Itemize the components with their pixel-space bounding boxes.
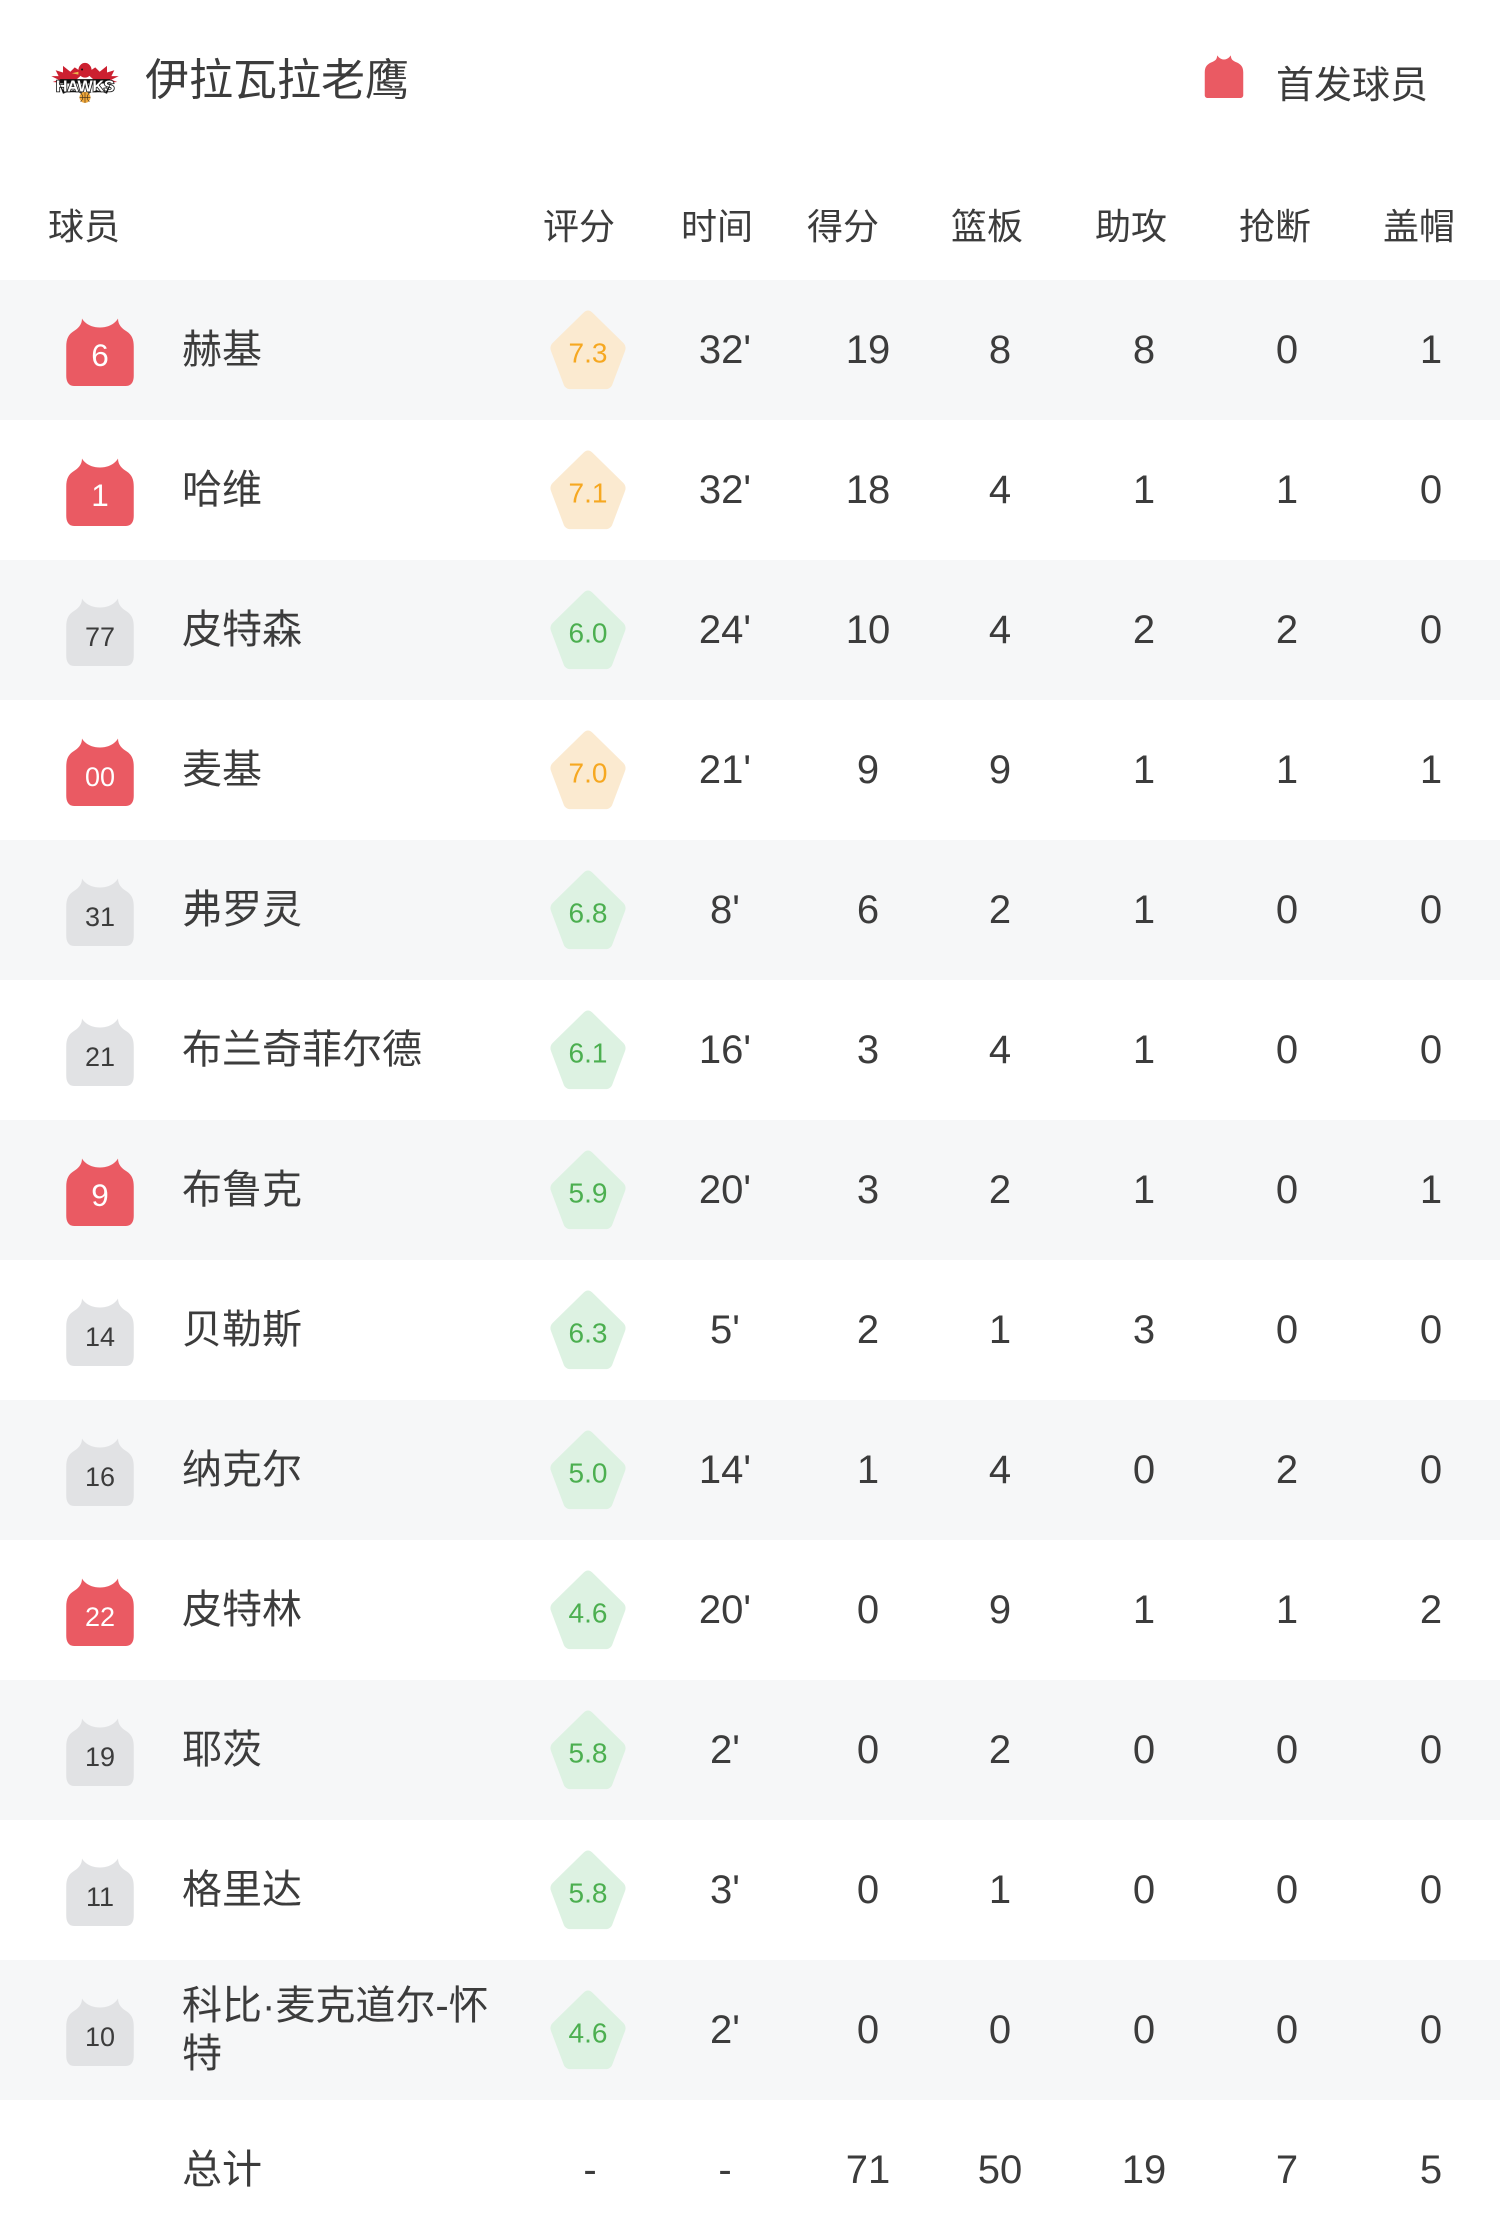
svg-text:5.9: 5.9 (568, 1177, 607, 1208)
svg-text:21: 21 (85, 1042, 115, 1072)
svg-text:9: 9 (91, 1177, 109, 1213)
svg-text:5.0: 5.0 (568, 1457, 607, 1488)
svg-text:7.1: 7.1 (568, 477, 607, 508)
svg-text:14: 14 (85, 1322, 115, 1352)
svg-text:5.8: 5.8 (568, 1877, 607, 1908)
svg-text:31: 31 (85, 902, 115, 932)
svg-text:4.6: 4.6 (568, 1597, 607, 1628)
svg-text:4.6: 4.6 (568, 2017, 607, 2048)
svg-text:1: 1 (91, 477, 109, 513)
svg-text:11: 11 (86, 1882, 114, 1912)
svg-text:10: 10 (85, 2022, 115, 2052)
svg-text:16: 16 (85, 1462, 115, 1492)
svg-text:6.3: 6.3 (568, 1317, 607, 1348)
svg-text:6.1: 6.1 (568, 1037, 607, 1068)
svg-text:19: 19 (85, 1742, 115, 1772)
svg-text:6: 6 (91, 337, 109, 373)
svg-text:00: 00 (85, 762, 115, 792)
svg-text:22: 22 (85, 1602, 115, 1632)
svg-text:6.0: 6.0 (568, 617, 607, 648)
svg-text:7.3: 7.3 (568, 337, 607, 368)
svg-text:6.8: 6.8 (568, 897, 607, 928)
svg-text:5.8: 5.8 (568, 1737, 607, 1768)
svg-text:77: 77 (85, 622, 115, 652)
svg-text:7.0: 7.0 (568, 757, 607, 788)
